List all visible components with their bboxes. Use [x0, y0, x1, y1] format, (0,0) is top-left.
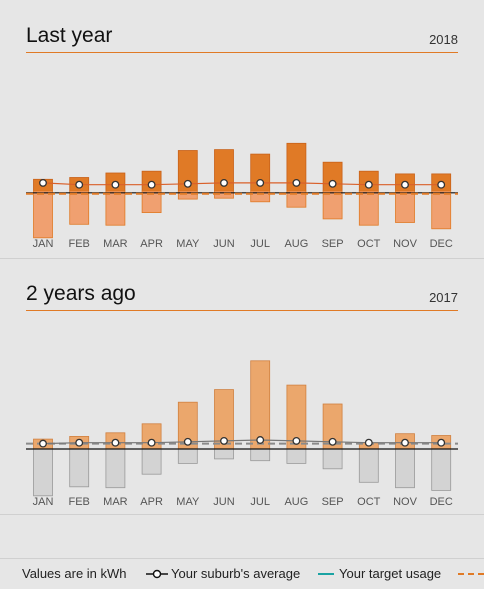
- month-tick-label: MAR: [103, 496, 128, 508]
- usage-chart-2-years-ago: JAN FEB MAR APR MAY JUN JUL AUG SEP OCT NOV DEC: [26, 360, 458, 508]
- month-tick-label: JAN: [33, 496, 54, 508]
- average-line: [42, 182, 442, 186]
- title-divider: [26, 52, 458, 53]
- bar-negative: [69, 190, 90, 225]
- average-point: [111, 438, 120, 447]
- usage-chart-last-year: JAN FEB MAR APR MAY JUN JUL AUG SEP OCT NOV DEC: [26, 142, 458, 250]
- month-tick-label: OCT: [357, 238, 381, 250]
- bar-negative: [141, 448, 162, 475]
- bar-negative: [431, 448, 452, 491]
- month-tick-label: APR: [140, 496, 163, 508]
- average-point: [328, 179, 337, 188]
- month-tick-label: FEB: [68, 496, 89, 508]
- month-tick-label: NOV: [393, 496, 418, 508]
- section-year: 2018: [429, 32, 458, 47]
- month-tick-label: AUG: [284, 238, 308, 250]
- average-point: [183, 179, 192, 188]
- bar-negative: [395, 190, 415, 223]
- average-point: [328, 437, 337, 446]
- average-line: [42, 439, 442, 445]
- average-line-icon: [146, 569, 168, 579]
- section-divider: [0, 258, 484, 259]
- month-tick-label: JAN: [33, 238, 54, 250]
- month-tick-label: DEC: [430, 496, 453, 508]
- average-point: [220, 178, 228, 187]
- average-legend-label: Your suburb's average: [171, 566, 301, 581]
- month-tick-label: SEP: [322, 496, 344, 508]
- bar-negative: [141, 190, 162, 214]
- bar-negative: [214, 448, 234, 460]
- average-point: [147, 180, 156, 189]
- bar-negative: [177, 448, 198, 464]
- average-point: [39, 439, 47, 448]
- section-title: Last year: [26, 24, 113, 47]
- chart-legend: Values are in kWh Your suburb's average …: [0, 558, 484, 589]
- bar-positive: [250, 360, 271, 450]
- average-point: [75, 180, 84, 189]
- bar-negative: [322, 190, 343, 220]
- average-point: [364, 180, 373, 189]
- average-point: [401, 180, 409, 189]
- target-legend-label: Your target usage: [339, 566, 442, 581]
- chart-section-last-year: Last year 2018 JAN FEB MAR APR MAY JUN JUL AUG S…: [0, 24, 484, 256]
- average-point: [220, 436, 228, 445]
- month-tick-label: MAY: [176, 496, 200, 508]
- bar-negative: [105, 448, 126, 489]
- bar-negative: [33, 190, 53, 239]
- average-point: [256, 178, 265, 187]
- bar-negative: [322, 448, 343, 470]
- month-tick-label: AUG: [284, 496, 308, 508]
- chart-section-2-years-ago: 2 years ago 2017 JAN FEB MAR APR MAY JUN JUL AU…: [0, 282, 484, 514]
- average-point: [292, 436, 301, 445]
- bar-negative: [33, 448, 53, 497]
- bar-negative: [177, 190, 198, 200]
- average-point: [75, 438, 84, 447]
- bar-negative: [395, 448, 415, 489]
- month-tick-label: JUN: [213, 496, 234, 508]
- section-divider: [0, 514, 484, 515]
- average-point: [364, 438, 373, 447]
- bar-negative: [286, 190, 307, 208]
- bar-negative: [431, 190, 452, 230]
- bar-negative: [105, 190, 126, 226]
- average-point: [147, 438, 156, 447]
- dashed-line-icon: [458, 573, 484, 575]
- bar-negative: [69, 448, 90, 488]
- month-tick-label: JUL: [250, 496, 270, 508]
- average-point: [183, 437, 192, 446]
- average-point: [437, 180, 446, 189]
- average-point: [401, 438, 409, 447]
- bar-negative: [286, 448, 307, 464]
- bar-negative: [250, 190, 271, 203]
- title-divider: [26, 310, 458, 311]
- month-tick-label: DEC: [430, 238, 453, 250]
- bar-negative: [358, 448, 379, 483]
- month-tick-label: SEP: [322, 238, 344, 250]
- bar-negative: [250, 448, 271, 462]
- average-point: [39, 178, 47, 187]
- month-tick-label: FEB: [68, 238, 89, 250]
- bar-negative: [358, 190, 379, 226]
- section-title: 2 years ago: [26, 282, 136, 305]
- month-tick-label: OCT: [357, 496, 381, 508]
- month-tick-label: MAY: [176, 238, 200, 250]
- average-point: [292, 178, 301, 187]
- month-tick-label: JUL: [250, 238, 270, 250]
- month-tick-label: MAR: [103, 238, 128, 250]
- units-note: Values are in kWh: [22, 566, 127, 581]
- average-point: [437, 438, 446, 447]
- section-year: 2017: [429, 290, 458, 305]
- month-tick-label: NOV: [393, 238, 418, 250]
- target-line-icon: [318, 573, 334, 575]
- month-tick-label: APR: [140, 238, 163, 250]
- average-point: [111, 180, 120, 189]
- month-tick-label: JUN: [213, 238, 234, 250]
- average-point: [256, 436, 265, 444]
